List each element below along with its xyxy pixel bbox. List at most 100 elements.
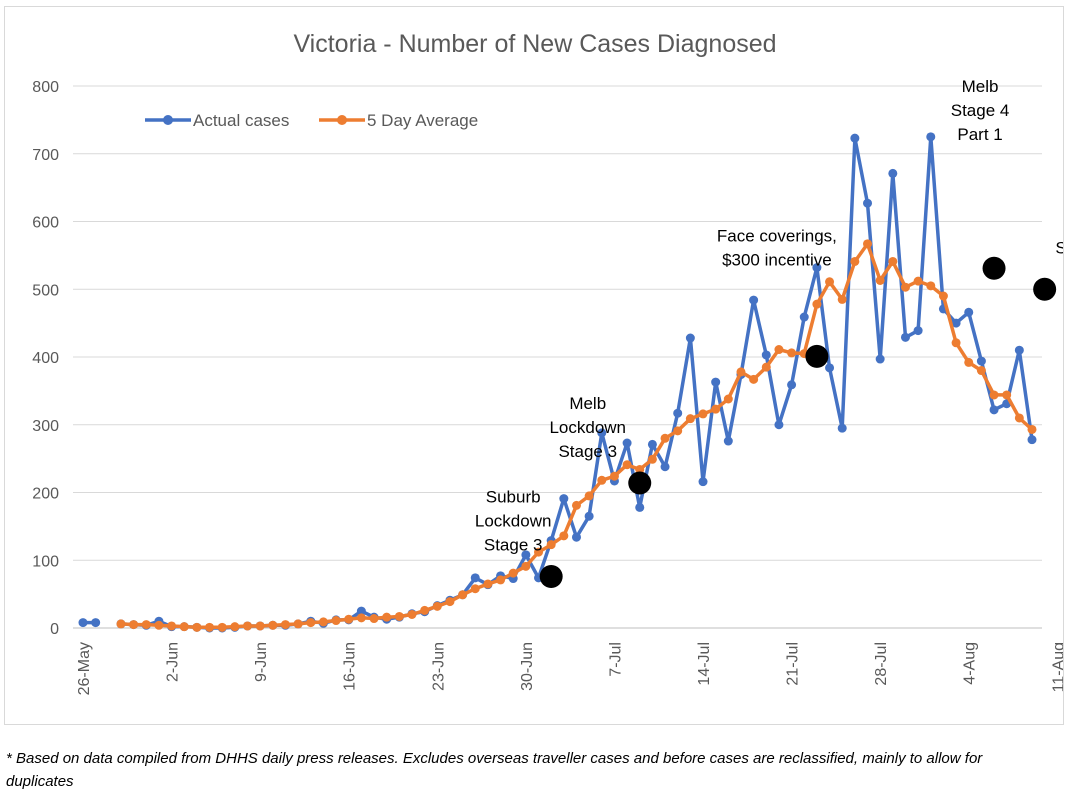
data-point [673,426,683,436]
data-point [597,475,607,485]
data-point [761,350,771,360]
data-point [496,575,506,585]
data-point [470,573,480,583]
x-tick-label: 30-Jun [519,642,536,691]
legend-swatch-marker [163,115,173,125]
data-point [698,409,708,419]
data-point [458,590,468,600]
data-point [812,299,822,309]
annotation-marker [982,256,1006,280]
y-tick-label: 800 [32,79,59,96]
x-tick-label: 9-Jun [253,642,270,682]
data-point [306,618,316,628]
data-point [900,282,910,292]
annotation-marker [539,565,563,589]
data-point [571,500,581,510]
annotation-label: Stage 3 [484,536,543,555]
data-point [964,307,974,317]
data-point [660,462,670,472]
data-point [825,277,835,287]
data-point [736,367,746,377]
x-tick-label: 26-May [76,642,93,695]
annotation-label: $300 incentive [722,250,832,269]
data-point [850,256,860,266]
data-point [837,294,847,304]
x-tick-label: 21-Jul [785,642,802,686]
data-point [723,394,733,404]
data-point [787,380,797,390]
data-point [91,618,101,628]
y-tick-label: 400 [32,350,59,367]
annotation-label: Part 2 [1062,262,1063,281]
x-tick-label: 14-Jul [696,642,713,686]
data-point [951,338,961,348]
data-point [344,614,354,624]
data-point [900,332,910,342]
data-point [268,620,278,630]
data-point [888,168,898,178]
data-point [369,614,379,624]
data-point [179,622,189,632]
data-point [913,276,923,286]
data-point [761,362,771,372]
data-point [647,439,657,449]
annotation-marker [805,344,829,368]
data-point [483,579,493,589]
x-tick-label: 28-Jul [873,642,890,686]
y-tick-label: 100 [32,553,59,570]
data-point [964,357,974,367]
annotation-marker [628,471,652,495]
data-point [584,491,594,501]
data-point [863,198,873,208]
data-point [660,433,670,443]
data-point [420,605,430,615]
data-point [926,281,936,291]
data-point [597,428,607,438]
data-point [976,356,986,366]
x-axis-ticks: 26-May 2-Jun 9-Jun 16-Jun 23-Jun 30-Jun 7-Jul 1… [76,642,1063,695]
data-point [1014,345,1024,355]
data-point [685,333,695,343]
annotations: Suburb Lockdown Stage 3 Melb Lockdown Stage 3… [475,77,1063,554]
data-point [445,597,455,607]
data-point [394,611,404,621]
annotation-label: Lockdown [475,512,552,531]
annotation-label: Suburb [486,488,541,507]
data-point [280,620,290,630]
y-tick-label: 300 [32,418,59,435]
data-point [242,621,252,631]
data-point [622,460,632,470]
annotation-label: Stage 4 [951,101,1010,120]
data-point [141,620,151,630]
y-tick-label: 600 [32,215,59,232]
data-point [812,263,822,273]
data-point [635,464,645,474]
x-tick-label: 7-Jul [607,642,624,677]
annotation-markers [539,256,1057,589]
data-point [331,616,341,626]
chart-title: Victoria - Number of New Cases Diagnosed [293,30,776,58]
data-point [230,622,240,632]
chart-frame: Victoria - Number of New Cases Diagnosed… [4,6,1064,725]
data-point [470,584,480,594]
data-point [774,420,784,430]
x-tick-label: 16-Jun [342,642,359,691]
data-point [559,531,569,541]
legend-label: Actual cases [193,111,289,130]
data-point [129,620,139,630]
data-point [926,132,936,142]
y-tick-label: 200 [32,486,59,503]
data-point [711,404,721,414]
data-point [521,550,531,560]
x-tick-label: 4-Aug [962,642,979,685]
y-tick-label: 500 [32,282,59,299]
data-point [154,620,164,630]
legend-label: 5 Day Average [367,111,478,130]
data-point [622,438,632,448]
x-tick-label: 2-Jun [165,642,182,682]
annotation-label: Melb [569,394,606,413]
data-point [774,345,784,355]
gridlines [73,85,1042,629]
series-five-day-average [116,239,1037,632]
data-point [749,374,759,384]
